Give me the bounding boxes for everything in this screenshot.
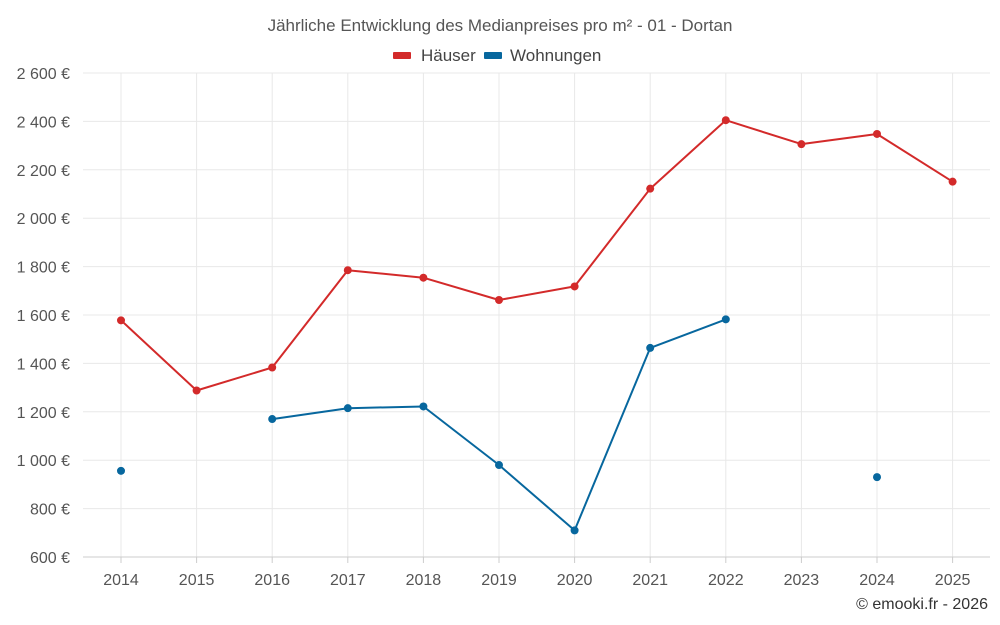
legend-item-wohnungen[interactable]: Wohnungen: [484, 46, 601, 65]
legend-item-haeuser[interactable]: Häuser: [393, 46, 476, 65]
legend-swatch-wohnungen: [484, 52, 502, 59]
legend-swatch-haeuser: [393, 52, 411, 59]
data-point-haeuser[interactable]: [797, 140, 806, 149]
x-tick-label: 2022: [708, 572, 744, 589]
y-tick-label: 2 600 €: [17, 66, 70, 83]
data-point-haeuser[interactable]: [268, 363, 277, 372]
data-point-wohnungen[interactable]: [419, 402, 428, 411]
data-point-wohnungen[interactable]: [117, 466, 125, 475]
legend-label-haeuser[interactable]: Häuser: [421, 46, 476, 65]
x-tick-label: 2025: [935, 572, 971, 589]
data-point-haeuser[interactable]: [948, 177, 957, 186]
x-tick-label: 2016: [254, 572, 290, 589]
series-layer: [117, 116, 957, 535]
data-point-haeuser[interactable]: [873, 129, 881, 138]
series-line-haeuser: [120, 119, 954, 392]
data-point-haeuser[interactable]: [721, 116, 730, 125]
data-point-wohnungen[interactable]: [721, 315, 730, 324]
y-tick-label: 2 200 €: [17, 163, 70, 180]
data-point-haeuser[interactable]: [419, 273, 428, 282]
y-tick-label: 2 400 €: [17, 114, 70, 131]
x-tick-label: 2021: [632, 572, 668, 589]
data-point-haeuser[interactable]: [570, 282, 579, 291]
series-haeuser: [117, 116, 957, 395]
x-tick-label: 2023: [784, 572, 820, 589]
y-tick-label: 1 800 €: [17, 260, 70, 277]
x-tick-label: 2019: [481, 572, 517, 589]
x-tick-label: 2020: [557, 572, 593, 589]
x-axis-ticks: 2014 2015 2016 2017 2018 2019 2020 2021 2022 2023…: [103, 557, 970, 589]
chart-title: Jährliche Entwicklung des Medianpreises …: [268, 16, 733, 35]
y-tick-label: 2 000 €: [17, 211, 70, 228]
data-point-haeuser[interactable]: [192, 386, 201, 395]
y-tick-label: 1 200 €: [17, 405, 70, 422]
series-wohnungen: [117, 315, 881, 535]
data-point-wohnungen[interactable]: [343, 404, 352, 413]
credit-text: © emooki.fr - 2026: [856, 596, 988, 613]
data-point-wohnungen[interactable]: [646, 343, 655, 352]
legend-label-wohnungen[interactable]: Wohnungen: [510, 46, 601, 65]
y-tick-label: 1 000 €: [17, 453, 70, 470]
y-tick-label: 1 400 €: [17, 356, 70, 373]
data-point-haeuser[interactable]: [117, 316, 125, 325]
y-gridlines: [83, 72, 990, 510]
data-point-wohnungen[interactable]: [570, 526, 579, 535]
data-point-haeuser[interactable]: [646, 184, 655, 193]
data-point-haeuser[interactable]: [495, 295, 503, 304]
legend[interactable]: Häuser Wohnungen: [393, 46, 601, 65]
x-tick-label: 2018: [406, 572, 442, 589]
y-axis-ticks: 600 € 800 € 1 000 € 1 200 € 1 400 € 1 600 € 1 …: [17, 66, 70, 567]
x-gridlines: [120, 73, 954, 557]
y-tick-label: 800 €: [30, 502, 70, 519]
data-point-wohnungen[interactable]: [268, 415, 277, 424]
y-tick-label: 600 €: [30, 550, 70, 567]
data-point-wohnungen[interactable]: [873, 473, 881, 482]
data-point-wohnungen[interactable]: [495, 461, 503, 470]
x-tick-label: 2014: [103, 572, 139, 589]
y-tick-label: 1 600 €: [17, 308, 70, 325]
data-point-haeuser[interactable]: [343, 266, 352, 275]
x-tick-label: 2015: [179, 572, 215, 589]
x-tick-label: 2024: [859, 572, 895, 589]
x-tick-label: 2017: [330, 572, 366, 589]
